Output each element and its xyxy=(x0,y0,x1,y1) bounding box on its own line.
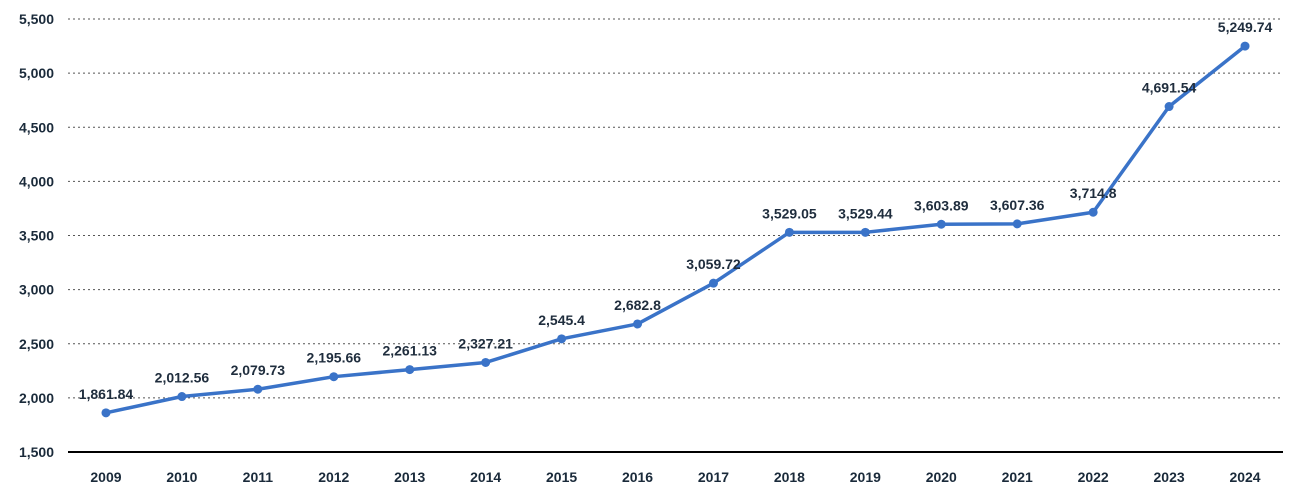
data-label: 2,682.8 xyxy=(614,297,661,313)
x-tick-label: 2014 xyxy=(470,469,501,485)
y-tick-label: 3,500 xyxy=(19,228,54,244)
data-point xyxy=(253,384,263,394)
y-tick-label: 2,000 xyxy=(19,390,54,406)
x-tick-label: 2019 xyxy=(850,469,881,485)
x-tick-label: 2015 xyxy=(546,469,577,485)
x-tick-label: 2018 xyxy=(774,469,805,485)
x-axis-ticks: 2009 2010 2011 2012 2013 2014 2015 2016 2017 2018… xyxy=(90,469,1260,485)
data-label: 2,195.66 xyxy=(307,350,362,366)
data-labels: 1,861.84 2,012.56 2,079.73 2,195.66 2,261.13… xyxy=(79,19,1273,402)
x-tick-label: 2020 xyxy=(926,469,957,485)
data-label: 3,059.72 xyxy=(686,256,741,272)
x-tick-label: 2011 xyxy=(243,469,274,485)
x-tick-label: 2010 xyxy=(166,469,197,485)
y-tick-label: 5,500 xyxy=(19,11,54,27)
y-tick-label: 1,500 xyxy=(19,444,54,460)
data-label: 2,012.56 xyxy=(155,370,210,386)
data-point xyxy=(177,392,187,402)
data-point xyxy=(784,227,794,237)
data-point xyxy=(860,227,870,237)
y-tick-label: 3,000 xyxy=(19,282,54,298)
y-axis-ticks: 1,500 2,000 2,500 3,000 3,500 4,000 4,500 5,000… xyxy=(19,11,54,460)
data-point xyxy=(633,319,643,329)
data-point xyxy=(708,278,718,288)
x-tick-label: 2022 xyxy=(1078,469,1109,485)
data-label: 3,714.8 xyxy=(1070,185,1117,201)
data-label: 3,529.44 xyxy=(838,205,893,221)
x-tick-label: 2023 xyxy=(1154,469,1185,485)
data-points xyxy=(101,41,1250,418)
x-tick-label: 2017 xyxy=(698,469,729,485)
data-label: 2,261.13 xyxy=(382,343,437,359)
series-line xyxy=(105,44,1247,415)
data-label: 5,249.74 xyxy=(1218,19,1273,35)
y-tick-label: 4,500 xyxy=(19,119,54,135)
x-tick-label: 2024 xyxy=(1229,469,1260,485)
y-tick-label: 2,500 xyxy=(19,336,54,352)
data-point xyxy=(329,372,339,382)
data-label: 2,545.4 xyxy=(538,312,585,328)
x-tick-label: 2009 xyxy=(90,469,121,485)
data-point xyxy=(481,357,491,367)
y-tick-label: 5,000 xyxy=(19,65,54,81)
x-tick-label: 2013 xyxy=(394,469,425,485)
data-label: 3,607.36 xyxy=(990,197,1045,213)
data-point xyxy=(557,334,567,344)
data-point xyxy=(936,219,946,229)
data-point xyxy=(405,365,415,375)
data-label: 4,691.54 xyxy=(1142,80,1197,96)
data-point xyxy=(1088,207,1098,217)
x-tick-label: 2021 xyxy=(1002,469,1033,485)
data-point xyxy=(1164,102,1174,112)
x-tick-label: 2016 xyxy=(622,469,653,485)
data-point xyxy=(1012,219,1022,229)
y-tick-label: 4,000 xyxy=(19,173,54,189)
data-label: 1,861.84 xyxy=(79,386,134,402)
data-label: 2,327.21 xyxy=(458,335,513,351)
data-point xyxy=(1240,41,1250,51)
data-label: 3,529.05 xyxy=(762,205,817,221)
data-point xyxy=(101,408,111,418)
gridlines xyxy=(68,18,1283,399)
data-label: 3,603.89 xyxy=(914,197,969,213)
x-tick-label: 2012 xyxy=(318,469,349,485)
data-label: 2,079.73 xyxy=(231,362,286,378)
